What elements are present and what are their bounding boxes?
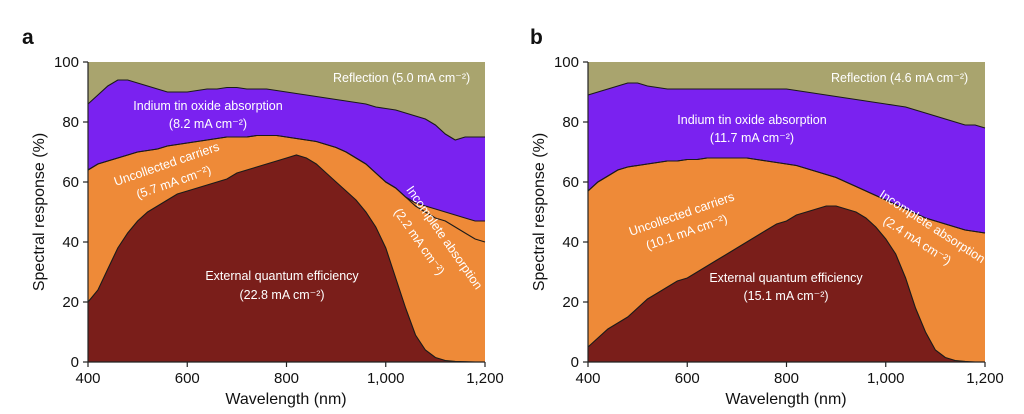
- area-indium-tin-oxide-absorption-a: [88, 80, 485, 221]
- x-tick-label-b-3: 1,000: [867, 370, 905, 387]
- ito-label-a-line2: (8.2 mA cm⁻²): [169, 117, 247, 131]
- ito-label-a-line1: Indium tin oxide absorption: [133, 99, 282, 113]
- panel-letter-b: b: [530, 26, 543, 49]
- area-indium-tin-oxide-absorption-b: [588, 83, 985, 233]
- x-tick-label-b-1: 600: [675, 370, 700, 387]
- y-tick-label-a-4: 80: [62, 114, 79, 131]
- y-tick-label-b-3: 60: [562, 174, 579, 191]
- y-axis-title-b: Spectral response (%): [531, 133, 548, 291]
- x-tick-label-a-2: 800: [274, 370, 299, 387]
- x-tick-label-b-4: 1,200: [966, 370, 1004, 387]
- panel-letter-a: a: [22, 26, 34, 49]
- area-reflection-b: [588, 62, 985, 128]
- boundary-external-quantum-efficiency-b: [587, 205, 985, 363]
- panel-b: b 400 600 800 1,000 1,200 0 20 40 60 80 100 Wavele…: [530, 26, 1004, 408]
- ito-label-b-line1: Indium tin oxide absorption: [677, 113, 826, 127]
- x-tick-label-a-1: 600: [175, 370, 200, 387]
- boundary-indium-tin-oxide-absorption-a: [87, 79, 485, 141]
- y-tick-label-b-4: 80: [562, 114, 579, 131]
- y-tick-label-a-3: 60: [62, 174, 79, 191]
- plot-area-b: [587, 62, 986, 363]
- x-tick-label-a-4: 1,200: [466, 370, 504, 387]
- y-tick-label-a-0: 0: [71, 354, 79, 371]
- y-tick-label-a-5: 100: [54, 54, 79, 71]
- eqe-label-b-line1: External quantum efficiency: [709, 271, 863, 285]
- eqe-label-b-line2: (15.1 mA cm⁻²): [743, 289, 828, 303]
- area-external-quantum-efficiency-a: [88, 155, 485, 362]
- x-axis-title-a: Wavelength (nm): [225, 391, 346, 408]
- eqe-label-a-line2: (22.8 mA cm⁻²): [239, 288, 324, 302]
- y-tick-label-b-0: 0: [571, 354, 579, 371]
- ticks-a: 400 600 800 1,000 1,200 0 20 40 60 80 100: [54, 54, 504, 387]
- boundary-external-quantum-efficiency-a: [87, 154, 485, 363]
- reflection-label-b: Reflection (4.6 mA cm⁻²): [831, 71, 968, 85]
- boundary-incomplete-absorption-a: [87, 134, 485, 222]
- eqe-label-a-line1: External quantum efficiency: [205, 269, 359, 283]
- ticks-b: 400 600 800 1,000 1,200 0 20 40 60 80 100: [554, 54, 1004, 387]
- y-tick-label-b-2: 40: [562, 234, 579, 251]
- x-axis-title-b: Wavelength (nm): [725, 391, 846, 408]
- area-reflection-a: [88, 62, 485, 140]
- y-tick-label-a-1: 20: [62, 294, 79, 311]
- y-axis-title-a: Spectral response (%): [31, 133, 48, 291]
- x-tick-label-a-3: 1,000: [367, 370, 405, 387]
- x-tick-label-a-0: 400: [75, 370, 100, 387]
- area-uncollected-carriers-a: [88, 135, 485, 362]
- panel-a: a 400 600 800 1,000 1,200 0 20 40 60 80 100 Wavele…: [22, 26, 504, 408]
- reflection-label-a: Reflection (5.0 mA cm⁻²): [333, 71, 470, 85]
- boundary-incomplete-absorption-b: [587, 157, 986, 234]
- y-tick-label-a-2: 40: [62, 234, 79, 251]
- x-tick-label-b-2: 800: [774, 370, 799, 387]
- plot-area-a: [87, 62, 486, 363]
- boundary-indium-tin-oxide-absorption-b: [587, 82, 986, 129]
- y-tick-label-b-5: 100: [554, 54, 579, 71]
- area-external-quantum-efficiency-b: [588, 206, 985, 362]
- ito-label-b-line2: (11.7 mA cm⁻²): [710, 131, 794, 145]
- area-uncollected-carriers-b: [588, 158, 985, 362]
- y-tick-label-b-1: 20: [562, 294, 579, 311]
- x-tick-label-b-0: 400: [575, 370, 600, 387]
